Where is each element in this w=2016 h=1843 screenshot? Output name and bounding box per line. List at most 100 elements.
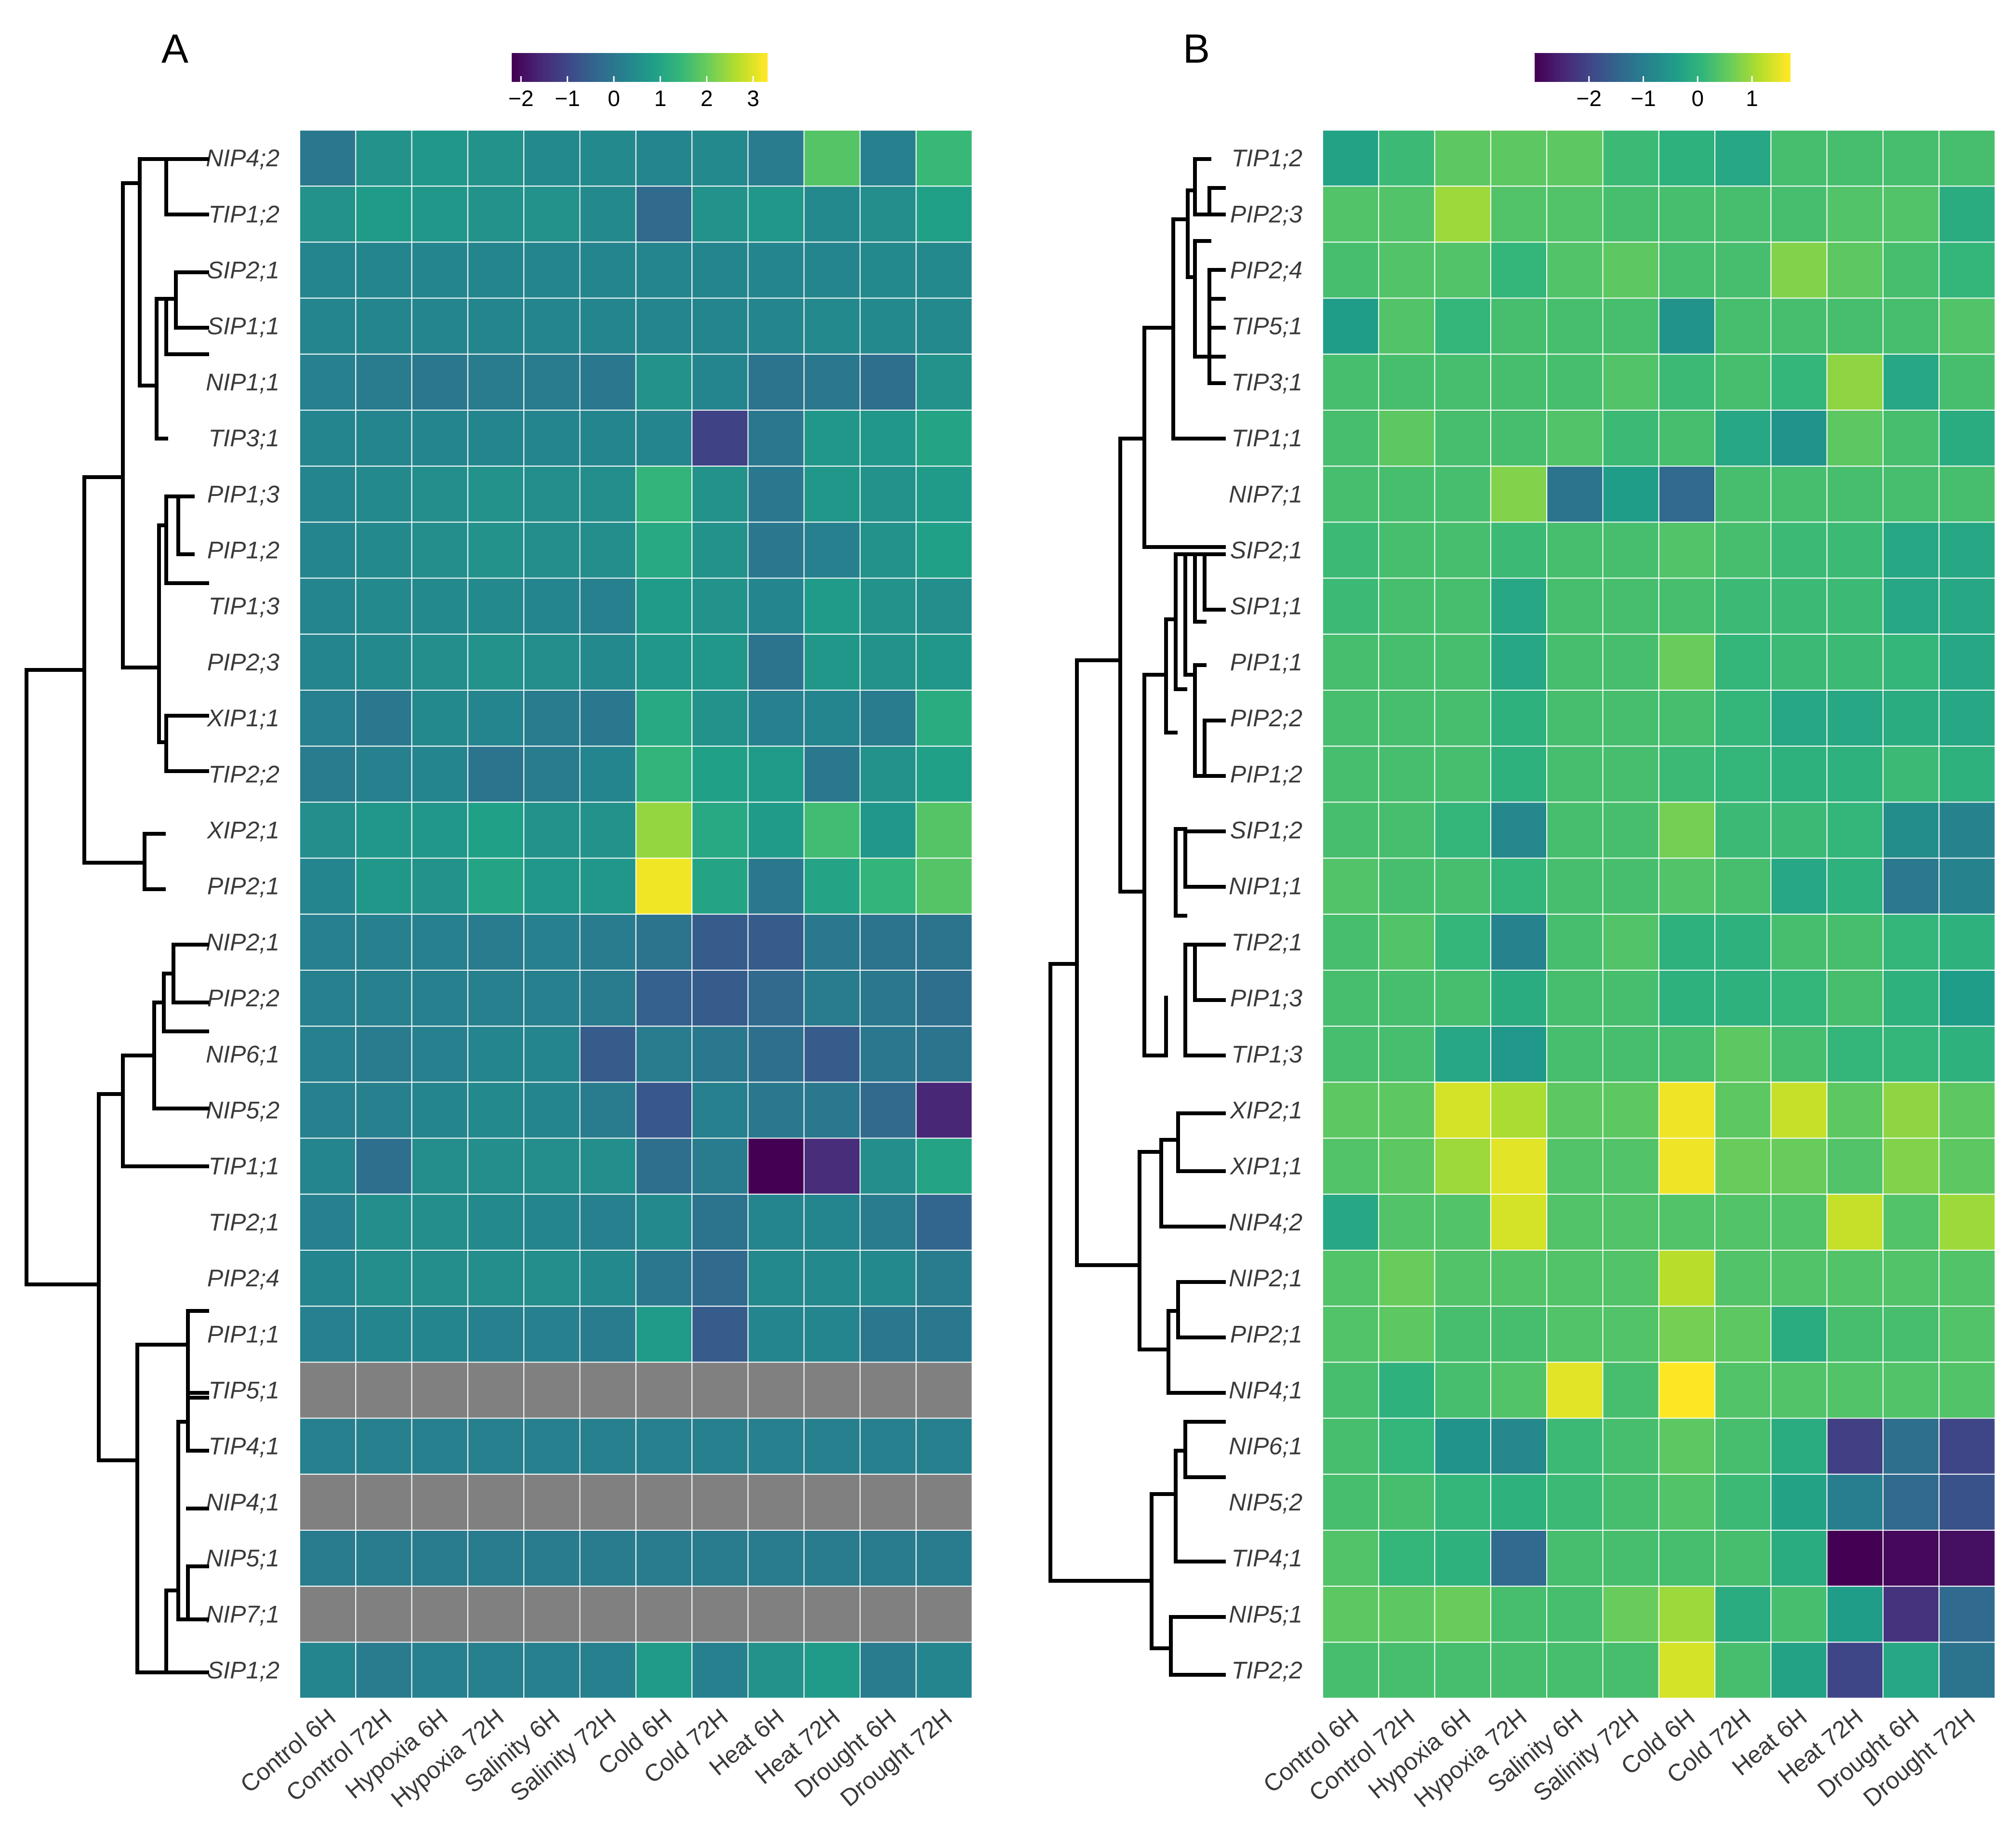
- heatmap-cell-NIP5;2-Salinity 6H: [1546, 1473, 1604, 1531]
- heatmap-cell-TIP1;1-Salinity 72H: [1602, 410, 1659, 467]
- heatmap-cell-PIP1;2-Hypoxia 6H: [1434, 746, 1491, 803]
- heatmap-cell-NIP5;1-Hypoxia 6H: [411, 1530, 468, 1587]
- heatmap-cell-SIP2;1-Salinity 72H: [1602, 521, 1659, 579]
- colorbar-segment: [677, 53, 682, 82]
- heatmap-cell-NIP5;1-Control 6H: [299, 1530, 357, 1587]
- heatmap-cell-XIP1;1-Heat 72H: [803, 690, 861, 747]
- heatmap-cell-PIP1;3-Control 6H: [1322, 970, 1379, 1027]
- heatmap-cell-TIP1;3-Drought 6H: [1883, 1026, 1940, 1083]
- heatmap-cell-TIP1;1-Hypoxia 6H: [411, 1137, 468, 1195]
- heatmap-cell-NIP4;2-Heat 6H: [1770, 1193, 1828, 1251]
- heatmap-cell-NIP6;1-Heat 72H: [803, 1026, 861, 1083]
- heatmap-cell-SIP1;1-Heat 72H: [803, 297, 861, 355]
- heatmap-cell-NIP7;1-Heat 6H: [1770, 466, 1828, 523]
- colorbar-segment: [585, 53, 589, 82]
- heatmap-cell-SIP1;2-Heat 6H: [747, 1642, 805, 1699]
- colorbar-segment: [1598, 53, 1603, 82]
- heatmap-cell-TIP2;1-Control 72H: [1378, 913, 1435, 971]
- heatmap-cell-NIP4;2-Salinity 72H: [1602, 1193, 1659, 1251]
- gene-label: PIP1;2: [207, 537, 279, 564]
- heatmap-cell-PIP1;3-Salinity 6H: [1546, 970, 1604, 1027]
- heatmap-cell-TIP1;3-Cold 72H: [691, 577, 749, 635]
- heatmap-cell-PIP2;3-Heat 6H: [1770, 186, 1828, 243]
- heatmap-cell-TIP1;3-Cold 6H: [1658, 1026, 1716, 1083]
- colorbar-segment: [1755, 53, 1759, 82]
- heatmap-cell-XIP1;1-Drought 72H: [1938, 1137, 1996, 1195]
- heatmap-cell-PIP2;1-Salinity 6H: [1546, 1306, 1604, 1363]
- heatmap-cell-NIP6;1-Salinity 72H: [1602, 1417, 1659, 1475]
- colorbar-tick-label: 1: [654, 86, 667, 111]
- gene-label: PIP2;3: [207, 649, 279, 676]
- heatmap-cell-TIP2;1-Heat 6H: [1770, 913, 1828, 971]
- heatmap-cell-TIP2;2-Salinity 6H: [523, 746, 581, 803]
- colorbar-segment: [652, 53, 656, 82]
- heatmap-cell-PIP1;2-Salinity 6H: [523, 521, 581, 579]
- heatmap-cell-PIP2;3-Salinity 72H: [579, 633, 637, 691]
- heatmap-cell-PIP1;1-Hypoxia 72H: [1490, 633, 1548, 691]
- heatmap-cell-NIP2;1-Heat 72H: [1826, 1250, 1883, 1307]
- gene-label: NIP5;1: [206, 1545, 279, 1572]
- heatmap-cell-NIP6;1-Salinity 6H: [1546, 1417, 1604, 1475]
- heatmap-cell-PIP1;3-Salinity 6H: [523, 466, 581, 523]
- heatmap-cell-PIP2;3-Hypoxia 6H: [411, 633, 468, 691]
- heatmap-cell-TIP1;3-Heat 72H: [803, 577, 861, 635]
- heatmap-cell-NIP4;1-Hypoxia 6H: [411, 1473, 468, 1531]
- gene-label: XIP1;1: [207, 705, 279, 732]
- heatmap-cell-TIP2;2-Heat 6H: [1770, 1642, 1828, 1699]
- heatmap-cell-TIP2;2-Salinity 72H: [1602, 1642, 1659, 1699]
- heatmap-cell-NIP5;1-Cold 6H: [1658, 1586, 1716, 1643]
- heatmap-cell-PIP2;2-Hypoxia 6H: [411, 970, 468, 1027]
- heatmap-cell-TIP3;1-Cold 6H: [1658, 353, 1716, 411]
- heatmap-cell-PIP2;3-Control 6H: [299, 633, 357, 691]
- heatmap-cell-TIP1;2-Control 72H: [355, 186, 412, 243]
- heatmap-cell-NIP5;1-Salinity 72H: [579, 1530, 637, 1587]
- heatmap-cell-TIP4;1-Control 6H: [1322, 1530, 1379, 1587]
- heatmap-cell-TIP1;1-Drought 6H: [860, 1137, 917, 1195]
- heatmap-cell-NIP4;1-Cold 6H: [635, 1473, 693, 1531]
- heatmap-cell-TIP2;1-Cold 72H: [1714, 913, 1772, 971]
- heatmap-cell-NIP4;1-Heat 6H: [1770, 1362, 1828, 1419]
- colorbar-segment: [1688, 53, 1692, 82]
- heatmap-cell-PIP1;1-Drought 6H: [860, 1306, 917, 1363]
- heatmap-cell-NIP7;1-Heat 6H: [747, 1586, 805, 1643]
- heatmap-cell-PIP2;2-Control 72H: [355, 970, 412, 1027]
- heatmap-cell-NIP4;1-Drought 6H: [860, 1473, 917, 1531]
- heatmap-cell-SIP2;1-Control 6H: [299, 241, 357, 299]
- heatmap-cell-PIP2;4-Cold 6H: [635, 1250, 693, 1307]
- colorbar-segment: [1656, 53, 1660, 82]
- heatmap-cell-SIP1;1-Hypoxia 6H: [411, 297, 468, 355]
- heatmap-cell-TIP1;1-Hypoxia 72H: [1490, 410, 1548, 467]
- heatmap-cell-SIP2;1-Salinity 6H: [1546, 521, 1604, 579]
- heatmap-cell-PIP2;3-Heat 72H: [803, 633, 861, 691]
- heatmap-cell-TIP4;1-Drought 72H: [915, 1417, 973, 1475]
- colorbar-segment: [1669, 53, 1672, 82]
- heatmap-cell-TIP4;1-Salinity 6H: [1546, 1530, 1604, 1587]
- heatmap-cell-PIP2;2-Hypoxia 72H: [1490, 690, 1548, 747]
- heatmap-cell-TIP1;1-Heat 72H: [1826, 410, 1883, 467]
- heatmap-cell-TIP3;1-Control 72H: [1378, 353, 1435, 411]
- heatmap-cell-NIP5;2-Salinity 72H: [579, 1082, 637, 1139]
- heatmap-cell-NIP5;2-Control 72H: [1378, 1473, 1435, 1531]
- heatmap-cell-SIP1;1-Heat 6H: [1770, 577, 1828, 635]
- gene-label: NIP2;1: [206, 929, 279, 956]
- colorbar-segment: [662, 53, 665, 82]
- heatmap-cell-TIP2;1-Drought 72H: [1938, 913, 1996, 971]
- colorbar-segment: [1620, 53, 1625, 82]
- colorbar-segment: [1681, 53, 1685, 82]
- heatmap-cell-TIP4;1-Cold 6H: [1658, 1530, 1716, 1587]
- heatmap-cell-TIP2;1-Heat 6H: [747, 1193, 805, 1251]
- heatmap-cell-NIP5;2-Drought 6H: [860, 1082, 917, 1139]
- heatmap-cell-PIP1;1-Hypoxia 72H: [467, 1306, 525, 1363]
- heatmap-cell-PIP2;1-Hypoxia 6H: [411, 857, 468, 915]
- gene-label: NIP6;1: [206, 1041, 279, 1068]
- heatmap-cell-TIP5;1-Drought 72H: [915, 1362, 973, 1419]
- colorbar-segment: [1618, 53, 1621, 82]
- heatmap-cell-NIP7;1-Drought 72H: [1938, 466, 1996, 523]
- heatmap-cell-PIP2;4-Heat 72H: [1826, 241, 1883, 299]
- colorbar-tick-label: −2: [1577, 86, 1602, 111]
- heatmap-cell-PIP1;3-Heat 72H: [803, 466, 861, 523]
- heatmap-cell-TIP1;2-Control 6H: [1322, 130, 1379, 187]
- heatmap-cell-PIP2;4-Drought 6H: [1883, 241, 1940, 299]
- gene-label: PIP2;1: [207, 873, 279, 900]
- heatmap-cell-NIP5;1-Drought 72H: [1938, 1586, 1996, 1643]
